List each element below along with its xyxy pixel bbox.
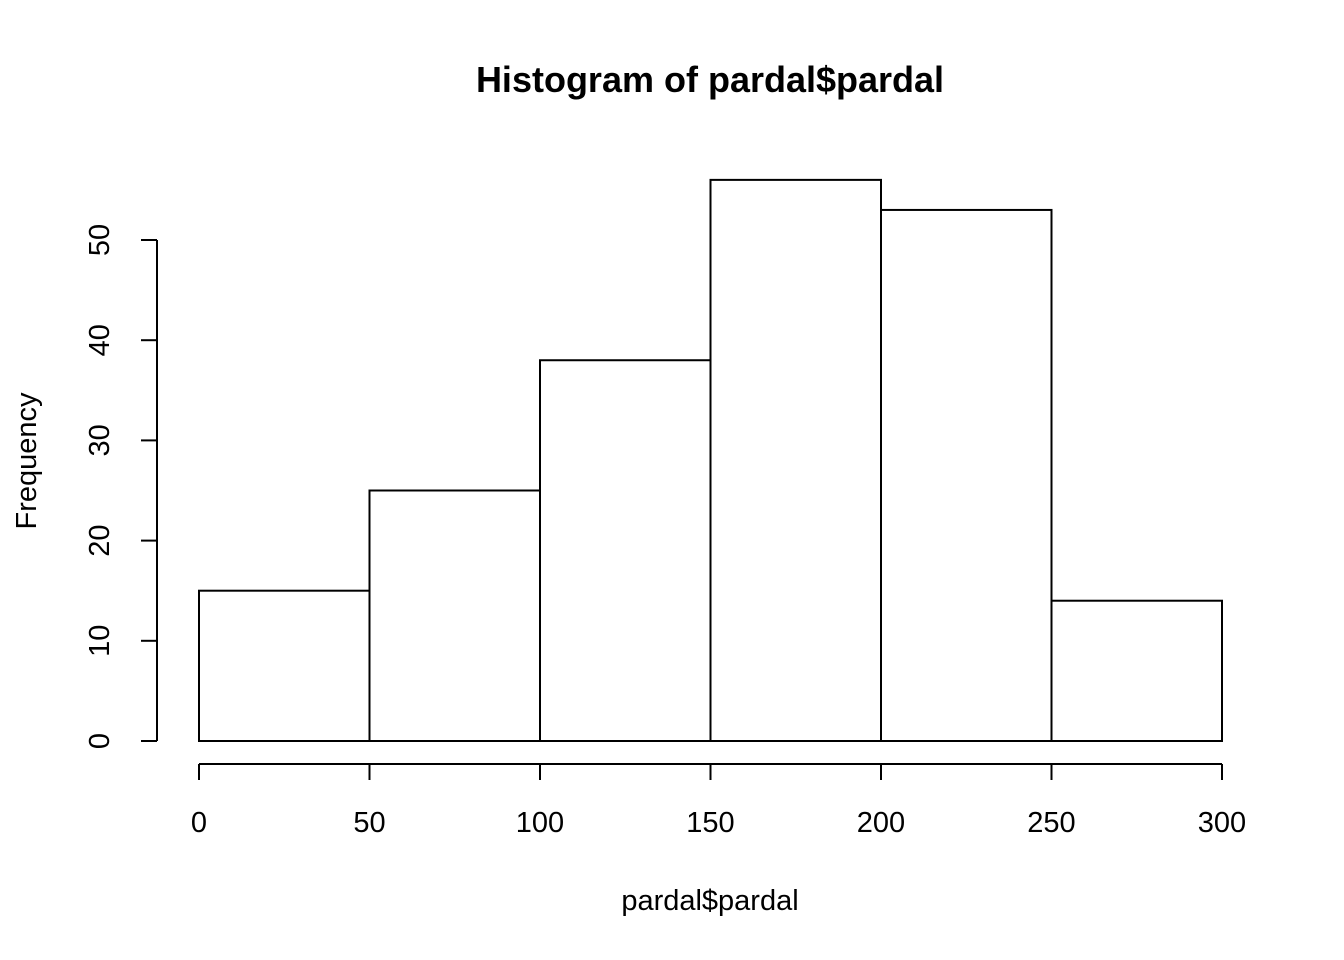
y-tick-label-0: 0: [84, 733, 116, 749]
x-axis-label: pardal$pardal: [621, 885, 798, 917]
x-tick-label-1: 50: [353, 807, 385, 839]
histogram-bars: [198, 178, 1223, 743]
y-tick-label-5: 50: [84, 224, 116, 256]
y-axis-label: Frequency: [11, 392, 43, 530]
x-tick-label-6: 300: [1198, 807, 1246, 839]
histogram-bar-5: [1050, 599, 1223, 742]
x-axis: 0 50 100 150 200 250 300: [191, 763, 1246, 839]
histogram-bar-3: [709, 178, 882, 742]
x-tick-label-4: 200: [857, 807, 905, 839]
histogram-bar-1: [368, 489, 541, 742]
y-tick-label-3: 30: [84, 424, 116, 456]
y-tick-label-4: 40: [84, 324, 116, 356]
histogram-bar-0: [198, 589, 371, 743]
y-tick-label-2: 20: [84, 524, 116, 556]
histogram-bar-4: [880, 208, 1053, 742]
y-axis: 0 10 20 30 40 50: [84, 224, 158, 749]
x-tick-label-3: 150: [686, 807, 734, 839]
x-tick-label-5: 250: [1027, 807, 1075, 839]
x-tick-label-2: 100: [516, 807, 564, 839]
x-tick-label-0: 0: [191, 807, 207, 839]
chart-title: Histogram of pardal$pardal: [476, 59, 944, 100]
y-tick-label-1: 10: [84, 625, 116, 657]
histogram-bar-2: [539, 359, 712, 742]
